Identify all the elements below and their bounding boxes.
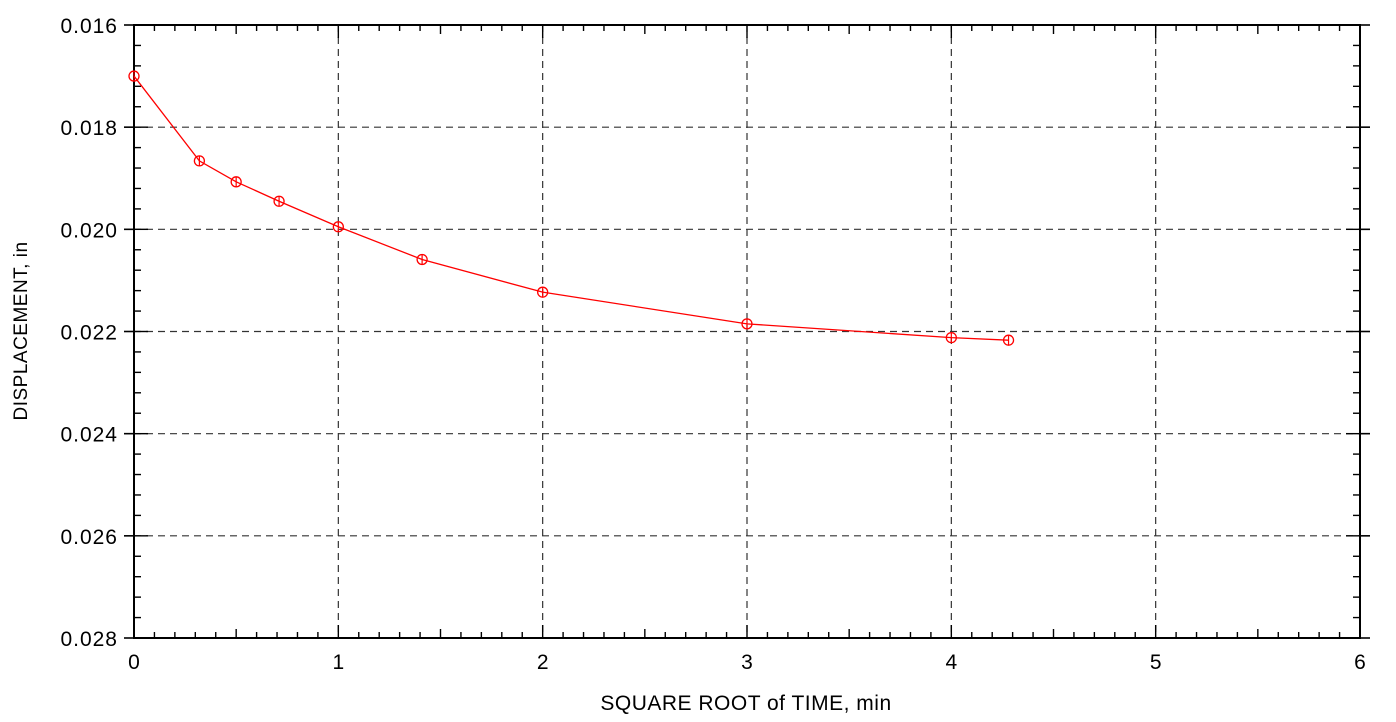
y-tick-label: 0.028 <box>60 628 118 651</box>
y-tick-label: 0.020 <box>60 219 118 242</box>
x-tick-label: 2 <box>537 651 549 674</box>
series-layer <box>128 70 1015 346</box>
x-axis-label: SQUARE ROOT of TIME, min <box>600 692 891 715</box>
grid-layer <box>134 25 1360 638</box>
tick-labels: 0 1 2 3 4 5 6 0.016 0.018 0.020 0.022 0.024 0.026 0.0… <box>60 15 1365 674</box>
x-tick-label: 0 <box>128 651 140 674</box>
minor-ticks <box>124 24 1370 639</box>
y-axis-label: DISPLACEMENT, in <box>11 241 32 420</box>
y-tick-label: 0.018 <box>60 117 118 140</box>
x-tick-label: 6 <box>1354 651 1366 674</box>
y-tick-label: 0.026 <box>60 526 118 549</box>
y-tick-label: 0.016 <box>60 15 118 38</box>
x-tick-label: 4 <box>945 651 957 674</box>
y-tick-label: 0.022 <box>60 322 118 345</box>
x-tick-label: 5 <box>1150 651 1162 674</box>
series-line <box>133 75 1009 341</box>
y-tick-label: 0.024 <box>60 424 118 447</box>
x-tick-label: 3 <box>741 651 753 674</box>
x-tick-label: 1 <box>332 651 344 674</box>
